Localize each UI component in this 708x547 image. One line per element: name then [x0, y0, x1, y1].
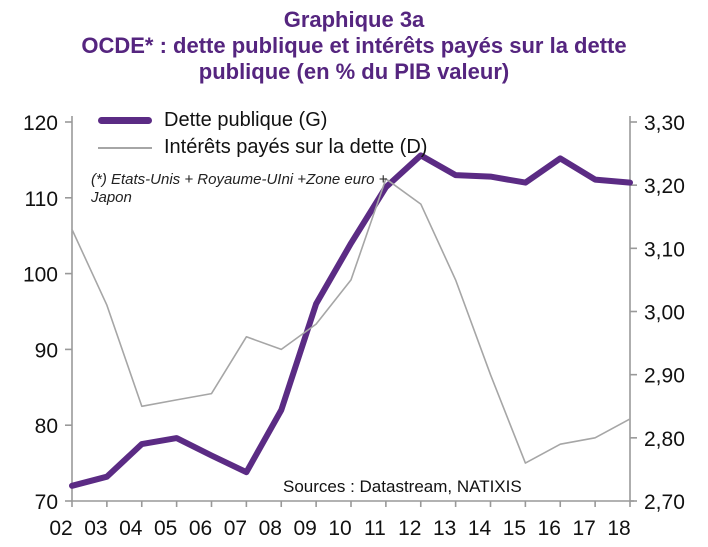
interets-line-swatch [98, 146, 152, 149]
legend-label-dette-publique: Dette publique (G) [164, 109, 328, 131]
x-axis-tick-label: 02 [49, 517, 72, 540]
x-axis-tick-label: 11 [364, 517, 386, 540]
x-axis-tick-label: 06 [189, 517, 212, 540]
right-axis-tick-label: 3,20 [644, 175, 685, 198]
right-axis-tick-label: 2,90 [644, 365, 685, 388]
x-axis-tick-label: 13 [433, 517, 456, 540]
chart-title: Graphique 3a OCDE* : dette publique et i… [0, 7, 708, 85]
x-axis-tick-label: 12 [398, 517, 421, 540]
left-axis-tick-label: 80 [35, 415, 58, 438]
chart-title-line-2: OCDE* : dette publique et intérêts payés… [81, 33, 627, 58]
legend-label-interets: Intérêts payés sur la dette (D) [164, 136, 428, 158]
left-axis-tick-label: 110 [25, 188, 58, 211]
footnote-line-1: (*) Etats-Unis + Royaume-UIni +Zone euro… [91, 171, 388, 188]
x-axis-tick-label: 10 [328, 517, 351, 540]
chart-legend: Dette publique (G) Intérêts payés sur la… [98, 107, 427, 161]
chart-title-line-3: publique (en % du PIB valeur) [198, 59, 510, 84]
series-line-dette-publique [69, 152, 633, 489]
x-axis-tick-label: 07 [224, 517, 247, 540]
x-axis-tick-label: 15 [503, 517, 526, 540]
chart-title-line-1: Graphique 3a [283, 7, 425, 32]
series-line-interets [71, 178, 631, 464]
x-axis-tick-label: 05 [154, 517, 177, 540]
sources-label: Sources : Datastream, NATIXIS [283, 477, 522, 496]
right-axis-tick-label: 3,30 [644, 112, 685, 135]
legend-item-interets: Intérêts payés sur la dette (D) [98, 134, 427, 161]
right-axis-tick-label: 2,70 [644, 491, 685, 514]
left-axis-tick-label: 90 [35, 339, 58, 362]
dette-publique-line-swatch [98, 117, 152, 124]
x-axis-tick-label: 04 [119, 517, 143, 540]
x-axis-tick-label: 17 [572, 517, 595, 540]
left-axis-tick-label: 70 [35, 491, 58, 514]
legend-item-dette-publique: Dette publique (G) [98, 107, 427, 134]
right-axis-tick-label: 3,10 [644, 238, 685, 261]
x-axis-tick-label: 18 [607, 517, 630, 540]
left-axis-tick-label: 120 [23, 112, 58, 135]
x-axis-tick-label: 09 [293, 517, 316, 540]
right-axis-tick-label: 3,00 [644, 302, 685, 325]
x-axis-tick-label: 16 [538, 517, 561, 540]
footnote-line-2: Japon [91, 189, 132, 206]
x-axis-tick-label: 08 [259, 517, 282, 540]
right-axis-tick-label: 2,80 [644, 428, 685, 451]
chart-footnote: (*) Etats-Unis + Royaume-UIni +Zone euro… [91, 171, 387, 207]
left-axis-tick-label: 100 [23, 264, 58, 287]
x-axis-tick-label: 14 [468, 517, 492, 540]
x-axis-tick-label: 03 [84, 517, 107, 540]
